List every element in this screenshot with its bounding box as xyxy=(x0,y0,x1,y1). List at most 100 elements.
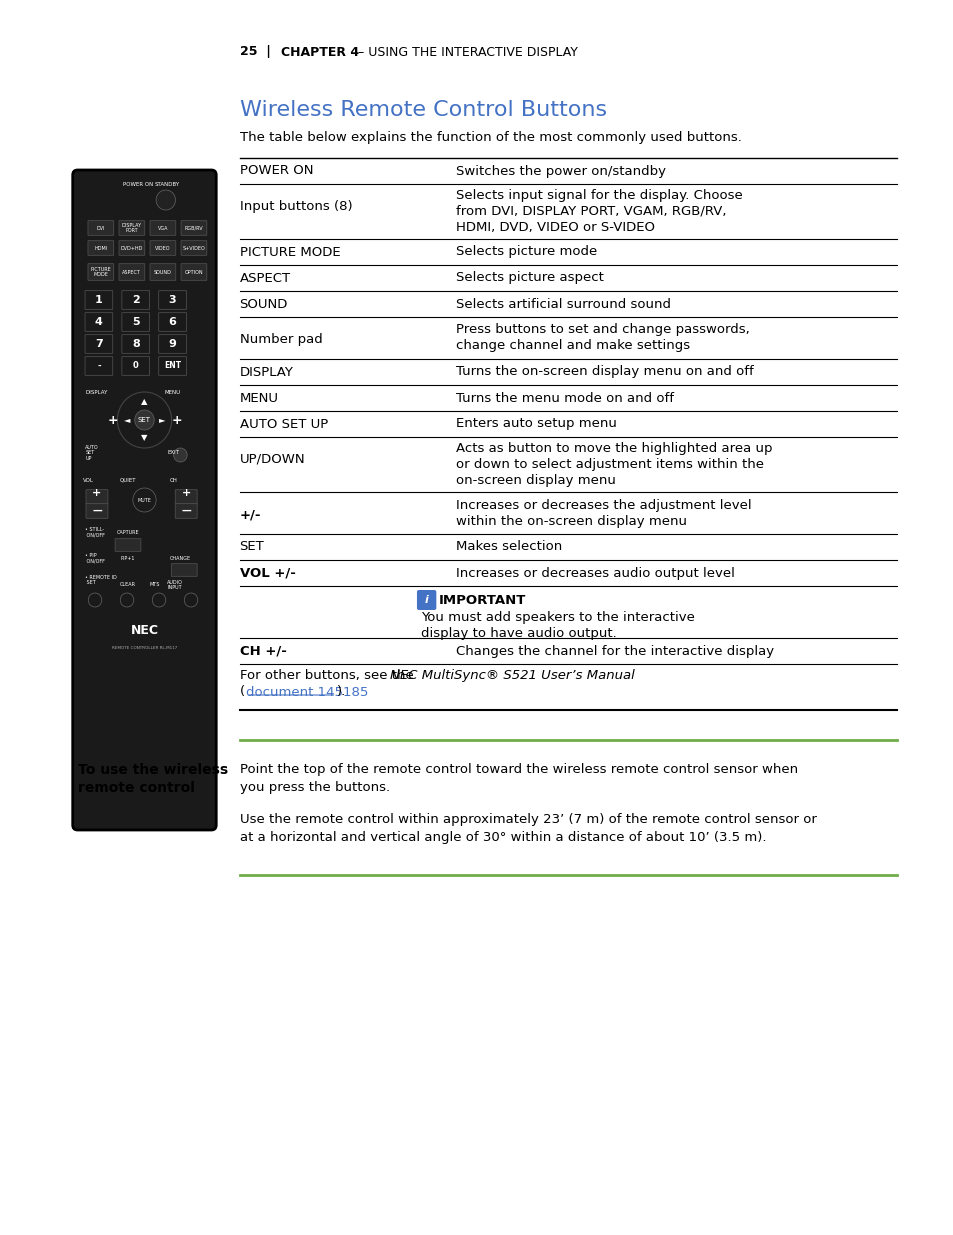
Text: You must add speakers to the interactive: You must add speakers to the interactive xyxy=(420,611,694,625)
Text: at a horizontal and vertical angle of 30° within a distance of about 10’ (3.5 m): at a horizontal and vertical angle of 30… xyxy=(239,830,765,844)
Text: • STILL-
 ON/OFF: • STILL- ON/OFF xyxy=(85,526,105,537)
Text: ASPECT: ASPECT xyxy=(122,269,141,274)
Text: ASPECT: ASPECT xyxy=(239,272,291,284)
Text: +: + xyxy=(107,414,117,426)
Text: MENU: MENU xyxy=(239,391,278,405)
FancyBboxPatch shape xyxy=(88,264,113,280)
FancyBboxPatch shape xyxy=(88,241,113,256)
Text: ◄: ◄ xyxy=(124,415,131,425)
Text: Wireless Remote Control Buttons: Wireless Remote Control Buttons xyxy=(239,100,606,120)
Text: change channel and make settings: change channel and make settings xyxy=(456,340,689,352)
Text: Enters auto setup menu: Enters auto setup menu xyxy=(456,417,616,431)
Text: Acts as button to move the highlighted area up: Acts as button to move the highlighted a… xyxy=(456,442,771,454)
Text: CHANGE: CHANGE xyxy=(170,556,191,561)
Circle shape xyxy=(156,190,175,210)
Text: Selects artificial surround sound: Selects artificial surround sound xyxy=(456,298,670,310)
Text: AUDIO
INPUT: AUDIO INPUT xyxy=(167,579,182,590)
FancyBboxPatch shape xyxy=(119,221,145,236)
Text: 25  |: 25 | xyxy=(239,46,283,58)
FancyBboxPatch shape xyxy=(122,357,150,375)
Text: POWER ON: POWER ON xyxy=(239,164,313,178)
Text: DISPLAY
PORT: DISPLAY PORT xyxy=(122,222,142,233)
FancyBboxPatch shape xyxy=(175,504,197,519)
Text: display to have audio output.: display to have audio output. xyxy=(420,627,616,641)
Text: 9: 9 xyxy=(169,338,176,350)
FancyBboxPatch shape xyxy=(85,357,112,375)
Text: PICTURE MODE: PICTURE MODE xyxy=(239,246,340,258)
Text: DVD+HD: DVD+HD xyxy=(121,246,143,251)
Text: ▲: ▲ xyxy=(141,398,148,406)
Text: Point the top of the remote control toward the wireless remote control sensor wh: Point the top of the remote control towa… xyxy=(239,763,797,777)
Text: STANDBY: STANDBY xyxy=(154,183,179,188)
Text: -: - xyxy=(97,362,101,370)
FancyBboxPatch shape xyxy=(150,221,175,236)
Text: DVI: DVI xyxy=(96,226,105,231)
Text: you press the buttons.: you press the buttons. xyxy=(239,781,389,794)
Text: • PIP
 ON/OFF: • PIP ON/OFF xyxy=(85,552,105,563)
Text: CLEAR: CLEAR xyxy=(120,583,136,588)
FancyBboxPatch shape xyxy=(150,241,175,256)
FancyBboxPatch shape xyxy=(85,290,112,309)
Text: MENU: MENU xyxy=(165,389,181,394)
Text: Makes selection: Makes selection xyxy=(456,541,561,553)
Text: Use the remote control within approximately 23’ (7 m) of the remote control sens: Use the remote control within approximat… xyxy=(239,814,816,826)
FancyBboxPatch shape xyxy=(181,264,207,280)
FancyBboxPatch shape xyxy=(85,312,112,331)
Text: Switches the power on/standby: Switches the power on/standby xyxy=(456,164,665,178)
FancyBboxPatch shape xyxy=(158,312,186,331)
Text: document 145185: document 145185 xyxy=(246,685,368,699)
Text: SOUND: SOUND xyxy=(153,269,172,274)
Text: EXIT: EXIT xyxy=(168,451,179,456)
FancyBboxPatch shape xyxy=(115,538,141,551)
Text: S+VIDEO: S+VIDEO xyxy=(182,246,205,251)
FancyBboxPatch shape xyxy=(158,357,186,375)
Circle shape xyxy=(134,410,154,430)
Text: +: + xyxy=(171,414,182,426)
Text: —: — xyxy=(92,506,102,516)
Text: DISPLAY: DISPLAY xyxy=(85,389,108,394)
FancyBboxPatch shape xyxy=(158,290,186,309)
FancyBboxPatch shape xyxy=(119,241,145,256)
Text: Increases or decreases the adjustment level: Increases or decreases the adjustment le… xyxy=(456,499,751,511)
Text: Changes the channel for the interactive display: Changes the channel for the interactive … xyxy=(456,645,773,657)
FancyBboxPatch shape xyxy=(175,490,197,504)
Circle shape xyxy=(117,391,172,448)
Text: HDMI, DVD, VIDEO or S-VIDEO: HDMI, DVD, VIDEO or S-VIDEO xyxy=(456,221,654,233)
Text: AUTO SET UP: AUTO SET UP xyxy=(239,417,328,431)
Text: 3: 3 xyxy=(169,295,176,305)
Text: VOL: VOL xyxy=(83,478,94,483)
Text: 8: 8 xyxy=(132,338,139,350)
Circle shape xyxy=(173,448,187,462)
Text: Turns the on-screen display menu on and off: Turns the on-screen display menu on and … xyxy=(456,366,753,378)
Text: RGB/RV: RGB/RV xyxy=(185,226,203,231)
Text: remote control: remote control xyxy=(77,781,194,795)
Text: CAPTURE: CAPTURE xyxy=(116,530,139,535)
Text: SOUND: SOUND xyxy=(239,298,288,310)
Text: PICTURE
MODE: PICTURE MODE xyxy=(91,267,112,278)
Text: 5: 5 xyxy=(132,317,139,327)
Text: ►: ► xyxy=(158,415,165,425)
FancyBboxPatch shape xyxy=(150,264,175,280)
FancyBboxPatch shape xyxy=(86,490,108,504)
FancyBboxPatch shape xyxy=(158,335,186,353)
Text: ENT: ENT xyxy=(164,362,181,370)
Text: NEC MultiSync® S521 User’s Manual: NEC MultiSync® S521 User’s Manual xyxy=(390,669,634,683)
Text: UP/DOWN: UP/DOWN xyxy=(239,453,305,466)
Text: CHAPTER 4: CHAPTER 4 xyxy=(281,46,359,58)
Circle shape xyxy=(120,593,133,606)
Text: PIP+1: PIP+1 xyxy=(121,556,135,561)
Text: +/-: +/- xyxy=(239,508,261,521)
Text: from DVI, DISPLAY PORT, VGAM, RGB/RV,: from DVI, DISPLAY PORT, VGAM, RGB/RV, xyxy=(456,205,725,219)
Text: ).: ). xyxy=(337,685,346,699)
Text: VGA: VGA xyxy=(157,226,168,231)
FancyBboxPatch shape xyxy=(88,221,113,236)
FancyBboxPatch shape xyxy=(119,264,145,280)
Text: 1: 1 xyxy=(95,295,103,305)
Text: ▼: ▼ xyxy=(141,433,148,442)
Text: QUIET: QUIET xyxy=(120,478,136,483)
Text: MTS: MTS xyxy=(150,583,160,588)
Text: To use the wireless: To use the wireless xyxy=(77,763,228,777)
Text: —: — xyxy=(181,506,191,516)
Text: Press buttons to set and change passwords,: Press buttons to set and change password… xyxy=(456,324,749,336)
Text: – USING THE INTERACTIVE DISPLAY: – USING THE INTERACTIVE DISPLAY xyxy=(354,46,578,58)
